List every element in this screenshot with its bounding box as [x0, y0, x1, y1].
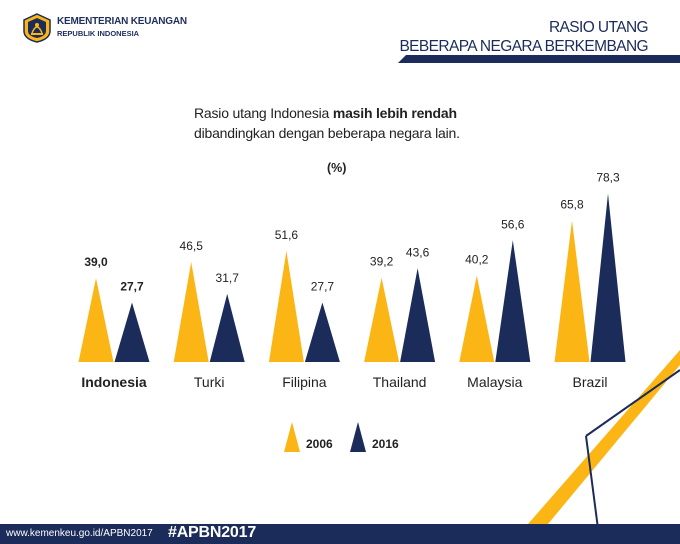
- bar-turki-2016: [209, 293, 245, 362]
- bar-indonesia-2016: [114, 302, 150, 362]
- value-label-turki-2016: 31,7: [216, 271, 240, 285]
- bar-thailand-2006: [364, 277, 400, 362]
- title-line-1: RASIO UTANG: [548, 19, 649, 36]
- category-label-turki: Turki: [194, 374, 225, 390]
- title-line-2: BEBERAPA NEGARA BERKEMBANG: [399, 38, 648, 55]
- bar-filipina-2006: [268, 251, 304, 362]
- bar-brazil-2006: [554, 220, 590, 362]
- category-label-malaysia: Malaysia: [467, 374, 522, 390]
- bar-filipina-2016: [304, 302, 340, 362]
- value-label-brazil-2006: 65,8: [560, 198, 584, 212]
- bar-indonesia-2006: [78, 278, 114, 362]
- subtitle-line-2: dibandingkan dengan beberapa negara lain…: [194, 125, 460, 141]
- bar-turki-2006: [173, 262, 209, 362]
- footer-hashtag: #APBN2017: [168, 524, 257, 541]
- value-label-thailand-2006: 39,2: [370, 255, 394, 269]
- bar-thailand-2016: [400, 268, 436, 362]
- category-label-brazil: Brazil: [572, 374, 607, 390]
- value-label-indonesia-2016: 27,7: [120, 279, 144, 293]
- value-label-thailand-2016: 43,6: [406, 245, 430, 259]
- category-label-filipina: Filipina: [282, 374, 327, 390]
- value-label-brazil-2016: 78,3: [596, 171, 620, 185]
- value-label-malaysia-2006: 40,2: [465, 253, 489, 267]
- ministry-emblem-icon: [23, 13, 51, 43]
- legend-label-2006: 2006: [306, 437, 333, 451]
- value-label-malaysia-2016: 56,6: [501, 217, 525, 231]
- legend-label-2016: 2016: [372, 437, 399, 451]
- ministry-logo: KEMENTERIAN KEUANGAN REPUBLIK INDONESIA: [22, 13, 187, 43]
- bar-malaysia-2006: [459, 275, 495, 362]
- subtitle-emphasis: masih lebih rendah: [332, 105, 457, 121]
- category-label-indonesia: Indonesia: [81, 374, 147, 390]
- category-label-thailand: Thailand: [373, 374, 427, 390]
- legend-swatch-2016: [350, 422, 366, 452]
- title-underline-bar: [398, 55, 680, 63]
- bar-brazil-2016: [590, 193, 626, 362]
- unit-label: (%): [327, 161, 347, 175]
- value-label-filipina-2016: 27,7: [311, 279, 335, 293]
- footer-url[interactable]: www.kemenkeu.go.id/APBN2017: [0, 524, 159, 544]
- chart-subtitle: Rasio utang Indonesia masih lebih rendah…: [194, 103, 460, 143]
- org-subtitle: REPUBLIK INDONESIA: [57, 29, 140, 38]
- value-label-turki-2006: 46,5: [180, 239, 204, 253]
- subtitle-prefix: Rasio utang Indonesia: [194, 105, 333, 121]
- bar-malaysia-2016: [495, 240, 531, 362]
- legend-swatch-2006: [284, 422, 300, 452]
- value-label-filipina-2006: 51,6: [275, 228, 299, 242]
- page-title: RASIO UTANG BEBERAPA NEGARA BERKEMBANG: [399, 18, 648, 56]
- org-name: KEMENTERIAN KEUANGAN: [57, 16, 187, 27]
- footer-bar: [0, 524, 680, 544]
- value-label-indonesia-2006: 39,0: [84, 255, 108, 269]
